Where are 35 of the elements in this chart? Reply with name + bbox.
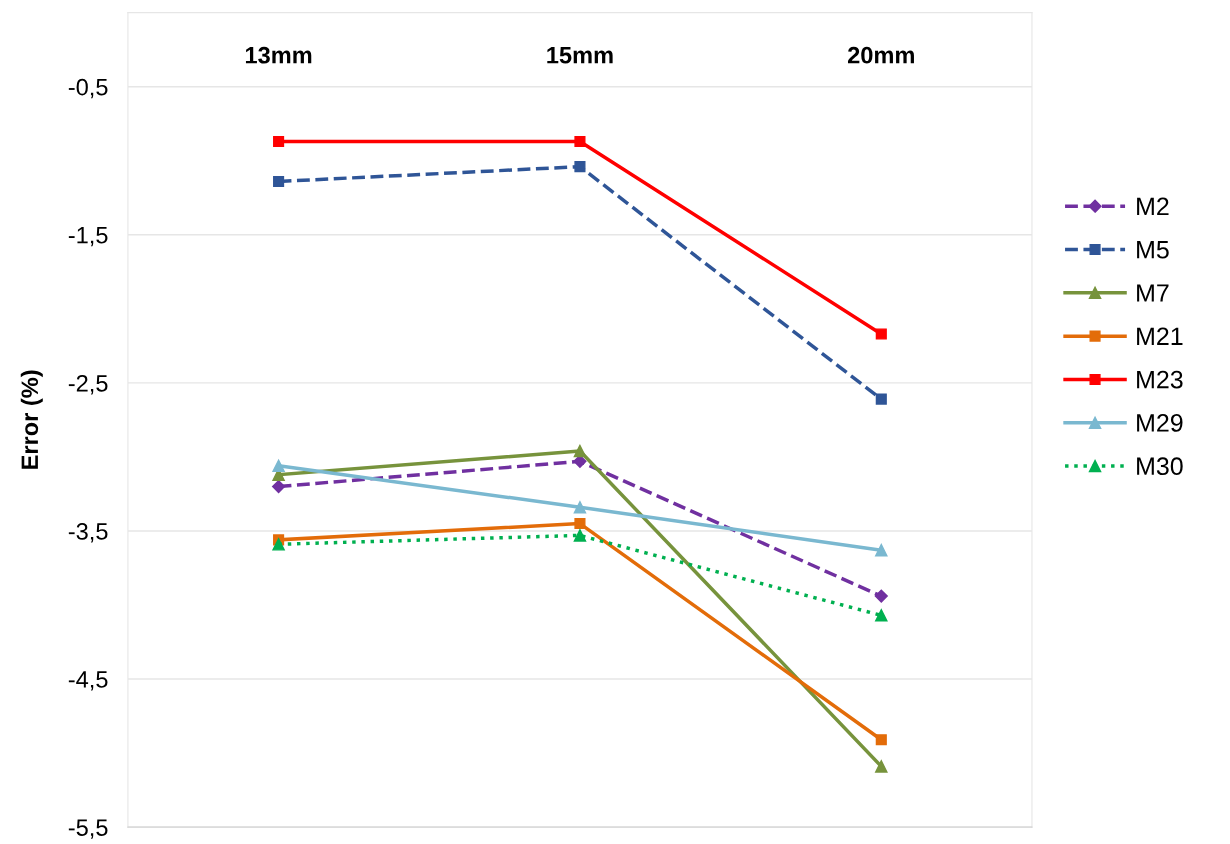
point xyxy=(875,328,887,340)
legend-label: M21 xyxy=(1137,327,1183,345)
legend-label: M7 xyxy=(1137,284,1169,302)
point xyxy=(273,135,285,148)
y-tick-label: -5,5 xyxy=(68,819,108,839)
x-tick-label: 20mm xyxy=(847,46,914,64)
point xyxy=(875,734,887,746)
y-tick-label: -3,5 xyxy=(68,523,108,543)
x-tick-label: 15mm xyxy=(547,47,613,64)
point xyxy=(573,501,587,514)
point xyxy=(875,393,887,405)
point xyxy=(574,161,586,173)
point xyxy=(875,543,888,557)
y-tick-label: -4,5 xyxy=(68,671,108,691)
legend-label: M30 xyxy=(1137,457,1183,476)
legend-label: M29 xyxy=(1137,414,1183,432)
point xyxy=(574,517,586,530)
y-axis-title: Error (%) xyxy=(20,370,43,469)
point xyxy=(875,760,888,773)
point xyxy=(874,589,888,603)
legend-label: M23 xyxy=(1137,370,1183,389)
point xyxy=(573,529,587,542)
legend-label: M5 xyxy=(1137,241,1169,259)
point xyxy=(272,538,285,551)
point xyxy=(273,175,285,188)
point xyxy=(573,444,587,458)
point xyxy=(875,609,888,622)
y-tick-label: -2,5 xyxy=(68,374,108,395)
x-tick-label: 13mm xyxy=(245,46,312,64)
y-tick-label: -1,5 xyxy=(68,227,108,247)
point xyxy=(574,135,586,148)
point xyxy=(272,459,285,473)
legend-label: M2 xyxy=(1137,197,1169,215)
point xyxy=(272,479,286,494)
y-tick-label: -0,5 xyxy=(68,78,108,99)
